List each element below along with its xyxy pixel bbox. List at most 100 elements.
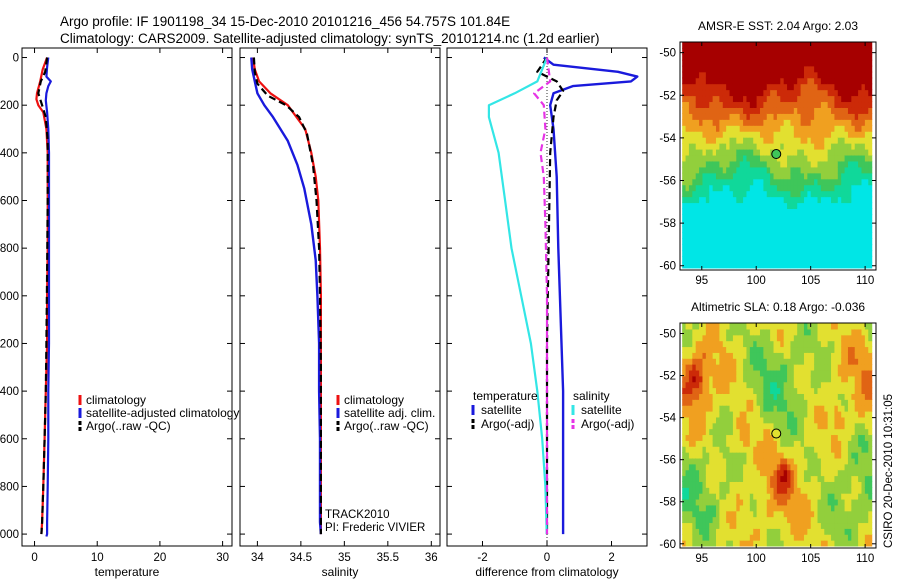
map-cell bbox=[766, 113, 771, 120]
map-cell bbox=[729, 410, 734, 418]
map-cell bbox=[753, 250, 758, 257]
map-cell bbox=[722, 540, 727, 547]
map-cell bbox=[851, 498, 856, 506]
map-cell bbox=[824, 540, 829, 547]
map-cell bbox=[699, 387, 704, 394]
map-cell bbox=[814, 381, 819, 389]
map-cell bbox=[766, 469, 771, 477]
map-cell bbox=[824, 498, 829, 506]
map-cell bbox=[854, 143, 859, 150]
map-cell bbox=[834, 346, 839, 353]
map-cell bbox=[766, 463, 771, 471]
map-cell bbox=[753, 77, 758, 85]
map-cell bbox=[746, 540, 751, 547]
map-cell bbox=[743, 184, 748, 192]
map-cell bbox=[732, 510, 737, 518]
map-cell bbox=[783, 160, 788, 168]
map-cell bbox=[682, 328, 687, 336]
map-cell bbox=[695, 238, 700, 245]
map-cell bbox=[685, 410, 690, 418]
map-cell bbox=[831, 457, 836, 465]
map-cell bbox=[841, 47, 846, 55]
map-cell bbox=[854, 42, 859, 49]
map-cell bbox=[722, 196, 727, 204]
map-cell bbox=[793, 148, 798, 156]
map-cell bbox=[824, 393, 829, 400]
map-cell bbox=[837, 416, 842, 424]
map-cell bbox=[827, 166, 832, 174]
map-cell bbox=[732, 422, 737, 430]
map-cell bbox=[820, 493, 825, 500]
map-cell bbox=[682, 498, 687, 506]
map-cell bbox=[722, 522, 727, 529]
map-cell bbox=[834, 340, 839, 348]
map-cell bbox=[807, 255, 812, 263]
map-cell bbox=[766, 226, 771, 233]
map-cell bbox=[844, 410, 849, 418]
map-cell bbox=[847, 528, 852, 535]
map-cell bbox=[793, 42, 798, 49]
map-cell bbox=[722, 510, 727, 518]
map-cell bbox=[695, 113, 700, 120]
map-cell bbox=[810, 42, 815, 49]
map-cell bbox=[682, 47, 687, 55]
map-cell bbox=[746, 475, 751, 482]
map-cell bbox=[776, 53, 781, 61]
map-cell bbox=[743, 346, 748, 353]
map-cell bbox=[797, 220, 802, 227]
y-tick-label: 600 bbox=[0, 195, 19, 207]
map-cell bbox=[807, 143, 812, 150]
map-cell bbox=[729, 364, 734, 371]
map-cell bbox=[834, 428, 839, 436]
map-cell bbox=[841, 452, 846, 459]
map-cell bbox=[868, 232, 873, 239]
map-cell bbox=[868, 148, 873, 156]
map-cell bbox=[773, 101, 778, 108]
map-cell bbox=[854, 59, 859, 67]
map-cell bbox=[783, 463, 788, 471]
map-cell bbox=[759, 53, 764, 61]
map-cell bbox=[759, 255, 764, 263]
map-cell bbox=[712, 352, 717, 359]
map-cell bbox=[847, 469, 852, 477]
map-cell bbox=[824, 166, 829, 174]
map-cell bbox=[722, 232, 727, 239]
map-cell bbox=[682, 214, 687, 221]
map-cell bbox=[834, 516, 839, 524]
map-cell bbox=[824, 428, 829, 436]
map-cell bbox=[766, 346, 771, 353]
x-axis-label: salinity bbox=[322, 565, 359, 579]
map-cell bbox=[776, 89, 781, 97]
map-cell bbox=[814, 220, 819, 227]
map-cell bbox=[749, 196, 754, 204]
map-cell bbox=[719, 160, 724, 168]
map-cell bbox=[803, 534, 808, 541]
map-cell bbox=[712, 498, 717, 506]
map-cell bbox=[810, 125, 815, 132]
map-cell bbox=[729, 65, 734, 73]
map-cell bbox=[685, 220, 690, 227]
map-cell bbox=[770, 328, 775, 336]
map-cell bbox=[753, 381, 758, 389]
map-cell bbox=[753, 422, 758, 430]
map-cell bbox=[793, 369, 798, 377]
map-cell bbox=[780, 255, 785, 263]
map-cell bbox=[847, 244, 852, 251]
map-cell bbox=[709, 328, 714, 336]
map-cell bbox=[861, 340, 866, 348]
map-cell bbox=[712, 534, 717, 541]
map-cell bbox=[692, 440, 697, 447]
map-cell bbox=[868, 469, 873, 477]
map-cell bbox=[756, 95, 761, 103]
map-cell bbox=[702, 428, 707, 436]
map-cell bbox=[803, 369, 808, 377]
map-cell bbox=[854, 469, 859, 477]
map-cell bbox=[787, 364, 792, 371]
map-cell bbox=[763, 334, 768, 342]
map-cell bbox=[814, 399, 819, 406]
map-cell bbox=[844, 328, 849, 336]
map-cell bbox=[709, 534, 714, 541]
map-cell bbox=[753, 469, 758, 477]
map-cell bbox=[766, 148, 771, 156]
